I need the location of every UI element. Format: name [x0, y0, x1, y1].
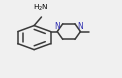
- Text: N: N: [54, 22, 60, 31]
- Text: N: N: [78, 22, 83, 31]
- Text: H$_2$N: H$_2$N: [33, 3, 49, 13]
